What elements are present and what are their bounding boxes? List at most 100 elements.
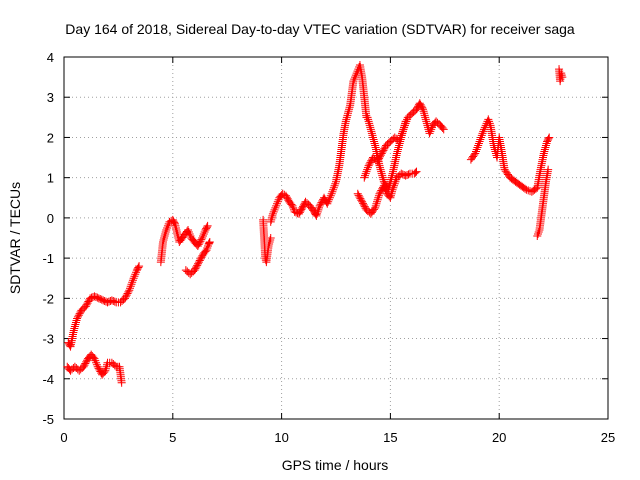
data-point: [205, 238, 214, 247]
data-point: [75, 309, 84, 318]
data-point: [474, 141, 483, 150]
data-point: [202, 223, 211, 232]
data-point: [392, 149, 401, 158]
data-point: [73, 312, 82, 321]
data-point: [193, 242, 202, 251]
data-point: [358, 197, 367, 206]
data-point: [399, 125, 408, 134]
data-point: [191, 264, 200, 273]
data-point: [355, 192, 364, 201]
data-point: [198, 231, 207, 240]
data-point: [540, 145, 549, 154]
data-point: [190, 266, 199, 275]
data-point: [268, 211, 277, 220]
data-point: [412, 167, 421, 176]
y-tick-label: -4: [42, 372, 54, 387]
data-point: [379, 175, 388, 184]
data-point: [393, 147, 402, 156]
data-point: [479, 127, 488, 136]
data-point: [544, 165, 553, 174]
data-point: [195, 256, 204, 265]
data-point: [421, 115, 430, 124]
data-point: [186, 231, 195, 240]
data-point: [471, 149, 480, 158]
data-point: [315, 201, 324, 210]
data-point: [202, 246, 211, 255]
data-point: [420, 109, 429, 118]
data-point: [420, 111, 429, 120]
data-point: [197, 253, 206, 262]
data-point: [92, 360, 101, 369]
data-point: [288, 201, 297, 210]
data-point: [196, 237, 205, 246]
data-point: [522, 185, 531, 194]
data-point: [129, 274, 138, 283]
data-point: [266, 236, 275, 245]
x-axis-label: GPS time / hours: [282, 457, 389, 473]
data-point: [117, 378, 126, 387]
data-point: [271, 203, 280, 212]
data-point: [327, 189, 336, 198]
data-point: [162, 225, 171, 234]
data-point: [380, 144, 389, 153]
data-point: [71, 320, 80, 329]
data-point: [185, 229, 194, 238]
data-point: [374, 191, 383, 200]
data-point: [361, 171, 370, 180]
data-point: [558, 73, 567, 82]
data-point: [81, 302, 90, 311]
data-point: [368, 131, 377, 140]
data-point: [160, 234, 169, 242]
data-point: [345, 105, 354, 114]
data-point: [373, 195, 382, 204]
data-point: [354, 191, 363, 200]
x-tick-label: 20: [492, 430, 506, 445]
data-point: [197, 235, 206, 244]
data-point: [368, 133, 377, 142]
data-point: [328, 187, 337, 196]
data-point: [101, 366, 110, 375]
data-point: [386, 175, 395, 184]
data-point: [274, 195, 283, 204]
data-point: [371, 201, 380, 210]
data-point: [315, 203, 324, 212]
data-point: [366, 158, 375, 167]
data-point: [366, 125, 375, 134]
data-point: [367, 129, 376, 138]
data-point: [401, 119, 410, 128]
data-point: [359, 201, 368, 210]
data-point: [425, 129, 434, 138]
data-point: [400, 121, 409, 130]
data-point: [428, 123, 437, 132]
data-point: [356, 194, 365, 203]
data-point: [194, 259, 203, 268]
data-point: [203, 244, 212, 253]
data-point: [534, 227, 543, 236]
data-point: [521, 184, 530, 193]
data-point: [545, 133, 554, 142]
data-point: [542, 139, 551, 148]
data-point: [363, 113, 372, 122]
data-point: [557, 71, 566, 80]
data-point: [374, 193, 383, 202]
data-point: [377, 167, 386, 176]
data-point: [343, 109, 352, 118]
data-point: [364, 161, 373, 170]
data-point: [485, 117, 494, 126]
data-point: [378, 173, 387, 182]
data-point: [541, 143, 550, 152]
data-point: [397, 131, 406, 140]
data-point: [398, 129, 407, 138]
data-point: [401, 117, 410, 126]
data-point: [396, 135, 405, 144]
data-point: [329, 183, 338, 192]
data-point: [161, 227, 170, 236]
data-point: [427, 125, 436, 134]
data-point: [411, 168, 420, 177]
data-point: [396, 137, 405, 146]
data-point: [385, 181, 394, 190]
data-point: [71, 318, 80, 327]
data-point: [376, 163, 385, 172]
data-point: [265, 238, 274, 247]
data-point: [539, 149, 548, 158]
